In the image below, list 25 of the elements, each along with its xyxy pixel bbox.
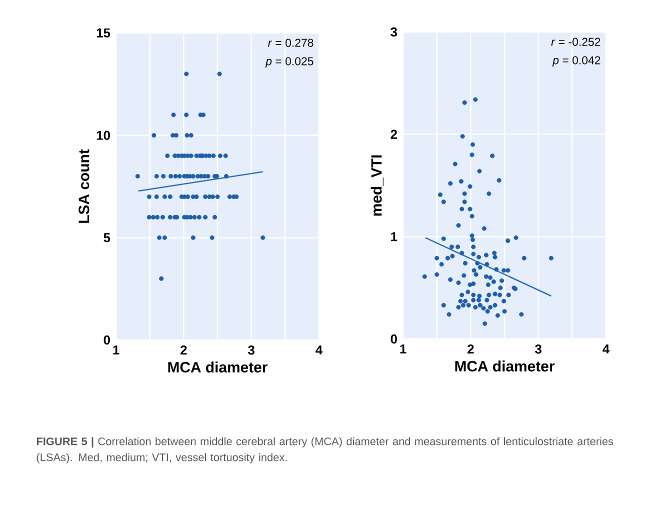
y-axis-title: med_VTI [370,155,384,216]
annotation: p = 0.025 [265,57,314,68]
y-axis-title: LSA count [78,149,90,223]
x-tick-label: 2 [468,344,474,354]
y-tick-label: 1 [391,232,398,242]
x-tick-label: 1 [113,346,120,354]
x-tick-label: 1 [400,344,406,354]
x-tick-label: 3 [248,346,254,355]
x-tick-label: 4 [316,346,323,354]
x-axis-title: MCA diameter [168,362,268,373]
y-tick-label: 0 [390,334,397,344]
x-tick-label: 3 [535,344,542,354]
annotation: p = 0.042 [552,56,600,67]
text: FIGURE 5 | Correlation between middle cerebral artery (MCA) diameter and measurements of lenticulostriate arteries (LSAs). Med, medium; VTI, vessel tortuosity index. [36,437,614,464]
annotation: r = -0.252 [551,38,600,46]
x-axis-title: MCA diameter [455,360,554,372]
annotation: r = 0.278 [268,38,314,47]
y-tick-label: 5 [104,233,110,242]
y-tick-label: 15 [96,28,110,38]
y-tick-label: 3 [390,27,398,37]
y-tick-label: 0 [104,335,110,345]
y-tick-label: 2 [390,130,397,139]
x-tick-label: 4 [602,344,610,354]
x-tick-label: 2 [180,346,187,355]
y-tick-label: 10 [96,130,110,140]
